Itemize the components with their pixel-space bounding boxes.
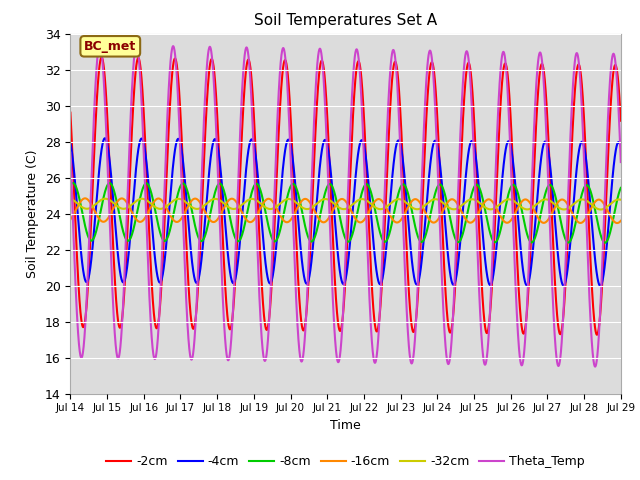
-2cm [98,55,106,60]
-16cm [166,211,173,216]
-8cm [166,229,173,235]
Theta_Temp [617,159,625,165]
-8cm [325,181,333,187]
-16cm [469,219,477,225]
-8cm [67,183,74,189]
-2cm [67,110,74,116]
-2cm [616,108,624,114]
-8cm [616,186,624,192]
-4cm [500,157,508,163]
-2cm [500,62,508,68]
-32cm [166,201,173,207]
-8cm [617,185,625,191]
-2cm [469,97,477,103]
-2cm [617,118,625,124]
-2cm [438,229,446,235]
-4cm [438,188,446,194]
Theta_Temp [500,50,508,56]
-16cm [617,218,625,224]
-32cm [500,198,508,204]
-16cm [500,218,508,224]
-32cm [616,197,624,203]
Title: Soil Temperatures Set A: Soil Temperatures Set A [254,13,437,28]
-16cm [616,218,624,224]
-2cm [166,112,173,118]
-32cm [617,197,625,203]
Y-axis label: Soil Temperature (C): Soil Temperature (C) [26,149,39,278]
-4cm [596,283,604,289]
Line: -8cm: -8cm [70,183,621,243]
-16cm [438,209,446,215]
Legend: -2cm, -4cm, -8cm, -16cm, -32cm, Theta_Temp: -2cm, -4cm, -8cm, -16cm, -32cm, Theta_Te… [101,450,590,473]
-4cm [469,140,477,145]
-4cm [101,135,109,141]
Theta_Temp [438,289,446,295]
Line: -4cm: -4cm [70,138,621,286]
-32cm [325,197,333,203]
-4cm [325,154,333,159]
-32cm [597,207,605,213]
-4cm [166,204,173,210]
X-axis label: Time: Time [330,419,361,432]
-4cm [617,144,625,150]
Line: -2cm: -2cm [70,58,621,335]
Line: -32cm: -32cm [70,199,621,210]
-4cm [616,142,624,148]
-32cm [438,200,446,205]
Theta_Temp [469,131,477,136]
Theta_Temp [591,364,599,370]
Theta_Temp [325,203,333,209]
Theta_Temp [96,42,104,48]
-4cm [67,140,74,146]
-32cm [101,196,109,202]
Theta_Temp [166,74,173,80]
Line: Theta_Temp: Theta_Temp [70,45,621,367]
-16cm [325,215,333,220]
-16cm [613,220,621,226]
-8cm [69,180,77,186]
-8cm [469,187,477,193]
Line: -16cm: -16cm [70,198,621,223]
-8cm [438,184,446,190]
-8cm [601,240,609,246]
-16cm [81,195,89,201]
Text: BC_met: BC_met [84,40,136,53]
-32cm [469,196,477,202]
-16cm [67,216,74,222]
-8cm [500,210,508,216]
-32cm [67,196,74,202]
Theta_Temp [616,146,624,152]
-2cm [593,332,601,337]
-2cm [325,151,333,157]
Theta_Temp [67,150,74,156]
